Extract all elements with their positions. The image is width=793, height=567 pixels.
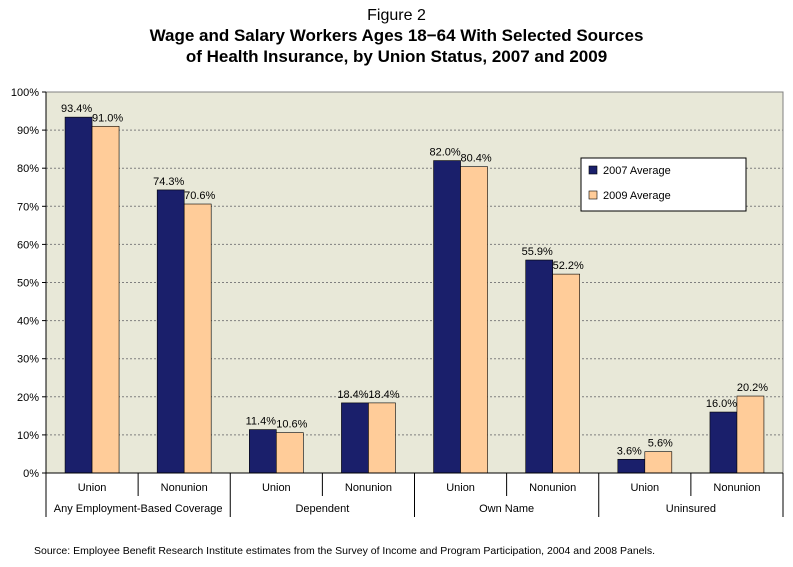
y-tick-label: 90% xyxy=(17,125,39,137)
bar-2007 xyxy=(433,160,461,474)
legend-label: 2009 Average xyxy=(603,190,671,202)
category-label: Union xyxy=(78,482,107,494)
data-label: 11.4% xyxy=(246,416,277,428)
y-tick-label: 40% xyxy=(17,316,39,328)
group-label: Own Name xyxy=(479,503,534,515)
bar-2009 xyxy=(91,125,120,474)
bar-2009 xyxy=(644,451,673,474)
category-label: Nonunion xyxy=(345,482,392,494)
bar-2007 xyxy=(709,411,738,474)
legend-swatch xyxy=(588,165,598,175)
chart-header: Figure 2 Wage and Salary Workers Ages 18… xyxy=(0,6,793,67)
legend-box xyxy=(580,157,747,212)
data-label: 93.4% xyxy=(61,103,92,115)
data-label: 55.9% xyxy=(522,246,553,258)
data-label: 74.3% xyxy=(153,176,184,188)
y-tick-label: 70% xyxy=(17,201,39,213)
data-label: 82.0% xyxy=(429,147,460,159)
data-label: 20.2% xyxy=(737,382,768,394)
y-tick-label: 100% xyxy=(11,87,39,99)
data-label: 70.6% xyxy=(184,190,215,202)
y-tick-label: 30% xyxy=(17,354,39,366)
y-tick-label: 50% xyxy=(17,278,39,290)
bar-2007 xyxy=(341,402,369,474)
data-label: 18.4% xyxy=(337,389,368,401)
data-label: 3.6% xyxy=(617,445,642,457)
y-tick-label: 10% xyxy=(17,430,39,442)
figure-label: Figure 2 xyxy=(367,7,426,24)
data-label: 80.4% xyxy=(460,153,491,165)
data-label: 52.2% xyxy=(553,260,584,272)
data-label: 5.6% xyxy=(648,438,673,450)
y-tick-label: 60% xyxy=(17,239,39,251)
data-label: 18.4% xyxy=(368,389,399,401)
chart-title-line-1: Wage and Salary Workers Ages 18−64 With … xyxy=(149,26,644,45)
category-label: Union xyxy=(446,482,475,494)
legend-label: 2007 Average xyxy=(603,165,671,177)
bar-2007 xyxy=(156,189,185,474)
bar-2009 xyxy=(552,273,580,474)
bar-2009 xyxy=(368,402,396,474)
bar-2009 xyxy=(276,432,304,474)
bar-2007 xyxy=(249,429,277,474)
data-label: 91.0% xyxy=(92,112,123,124)
category-label: Nonunion xyxy=(161,482,208,494)
category-label: Union xyxy=(262,482,291,494)
bar-2009 xyxy=(736,395,765,474)
legend-swatch xyxy=(588,190,598,200)
category-label: Union xyxy=(630,482,659,494)
y-tick-label: 20% xyxy=(17,392,39,404)
bar-2009 xyxy=(460,166,488,474)
bar-2007 xyxy=(64,116,93,474)
data-label: 16.0% xyxy=(706,398,737,410)
y-tick-label: 80% xyxy=(17,163,39,175)
group-label: Uninsured xyxy=(666,503,716,515)
bar-2007 xyxy=(617,458,646,474)
chart-title-line-2: of Health Insurance, by Union Status, 20… xyxy=(185,47,608,66)
data-label: 10.6% xyxy=(276,419,307,431)
category-label: Nonunion xyxy=(713,482,760,494)
bar-2007 xyxy=(525,259,553,474)
y-tick-label: 0% xyxy=(23,468,39,480)
bar-2009 xyxy=(183,203,212,474)
category-label: Nonunion xyxy=(529,482,576,494)
group-label: Any Employment-Based Coverage xyxy=(54,503,223,515)
group-label: Dependent xyxy=(295,503,349,515)
source-note: Source: Employee Benefit Research Instit… xyxy=(34,545,656,557)
